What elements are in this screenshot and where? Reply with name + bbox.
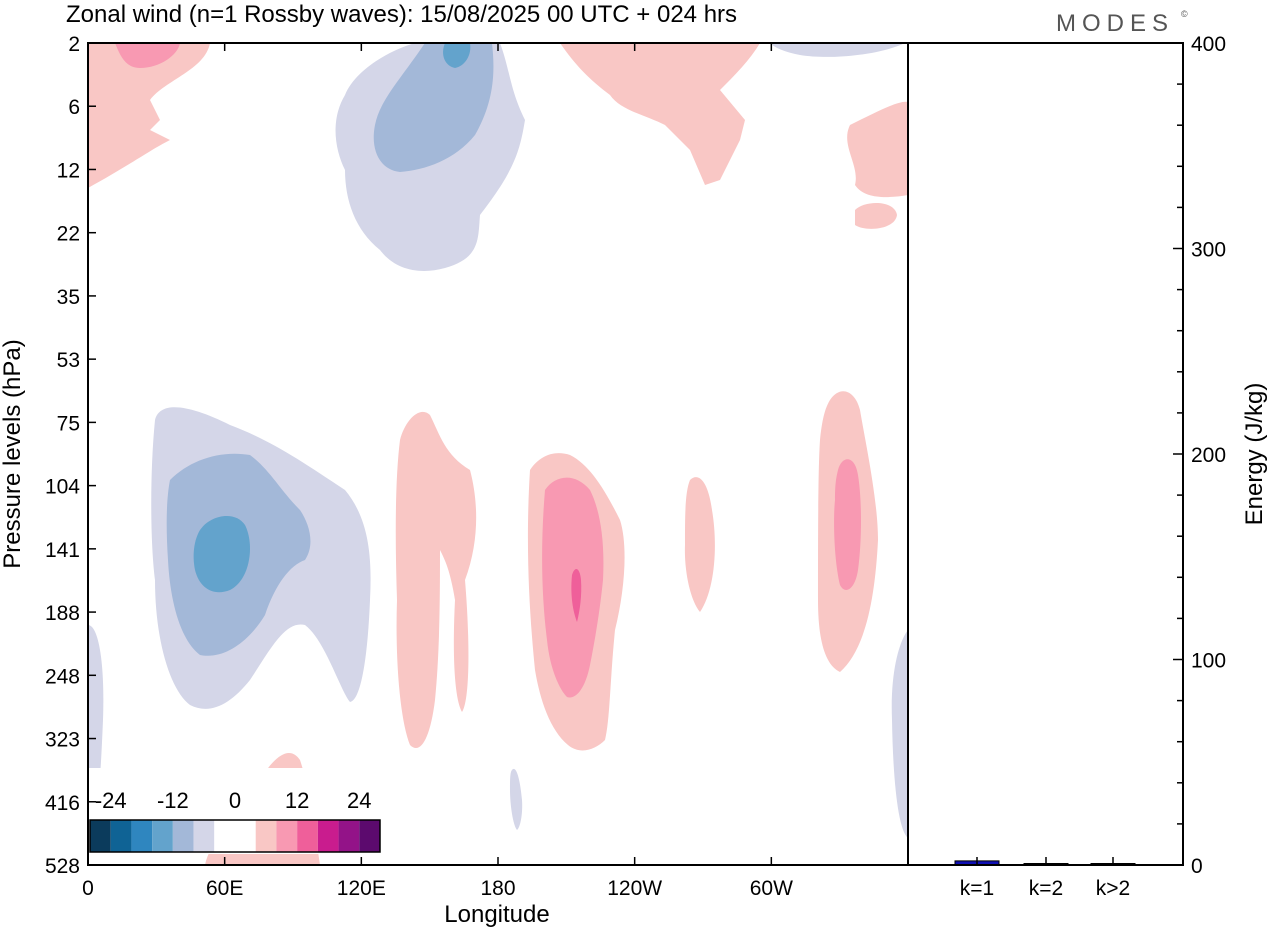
colorbar-swatch (235, 820, 256, 852)
colorbar-swatch (276, 820, 298, 852)
contour-pos-150e (395, 411, 477, 748)
y-axis: 2 6 12 22 35 53 75 104 141 188 248 323 416 528 (45, 33, 96, 878)
y-tick-label: 35 (57, 286, 80, 309)
colorbar-swatch (131, 820, 153, 852)
colorbar-label: -24 (95, 788, 127, 813)
y-tick-label: 188 (45, 602, 80, 625)
energy-x-axis: k=1 k=2 k>2 (960, 857, 1130, 900)
contour-pos-upper-right (560, 43, 760, 185)
contour-pos-far-right-small (855, 203, 897, 229)
contour-pos-far-right-top (847, 101, 908, 198)
x-tick-label: 180 (480, 877, 515, 900)
y-tick-label: 528 (45, 855, 80, 878)
contour-neg-small-185 (510, 768, 523, 830)
y-tick-label: 2 (68, 33, 80, 56)
contour-pos-240 (684, 477, 715, 612)
colorbar-label: 12 (285, 788, 309, 813)
energy-tick-label: 400 (1191, 33, 1226, 56)
colorbar-swatch (317, 820, 339, 852)
contour-pos-upper-left-core (115, 43, 180, 68)
contour-pos-330-core (834, 459, 861, 590)
y-tick-label: 141 (45, 539, 80, 562)
colorbar-swatch (172, 820, 194, 852)
y-tick-label: 75 (57, 412, 80, 435)
y-tick-label: 248 (45, 665, 80, 688)
y-tick-label: 323 (45, 729, 80, 752)
energy-category-label: k>2 (1096, 877, 1130, 900)
colorbar-swatch (214, 820, 235, 852)
colorbar-label: 0 (229, 788, 241, 813)
contour-pos-200-core (571, 568, 582, 622)
x-tick-label: 60E (206, 877, 243, 900)
y-tick-label: 6 (68, 96, 80, 119)
contour-pos-upper-left (88, 43, 210, 188)
x-tick-label: 60W (750, 877, 793, 900)
energy-tick-label: 300 (1191, 239, 1226, 262)
colorbar-swatch (152, 820, 173, 852)
brand-mark: © (1181, 9, 1188, 19)
energy-category-label: k=1 (960, 877, 994, 900)
x-axis: 0 60E 120E 180 120W 60W (82, 43, 793, 900)
energy-y-axis: 0 100 200 300 400 (1173, 33, 1226, 878)
contour-neg-right-edge (891, 630, 908, 838)
colorbar-label: -12 (157, 788, 189, 813)
colorbar: -24 -12 0 12 24 (88, 768, 382, 854)
contour-neg-lower-left-core (193, 515, 250, 593)
y-tick-label: 22 (57, 223, 80, 246)
energy-tick-label: 0 (1191, 855, 1203, 878)
energy-category-label: k=2 (1029, 877, 1063, 900)
brand-logo: MODES (1056, 10, 1174, 37)
energy-tick-label: 200 (1191, 444, 1226, 467)
colorbar-label: 24 (347, 788, 371, 813)
colorbar-frame (89, 819, 381, 853)
chart-title: Zonal wind (n=1 Rossby waves): 15/08/202… (66, 1, 737, 28)
energy-frame (907, 42, 1184, 866)
y-tick-label: 12 (57, 159, 80, 182)
contour-neg-upper-core (443, 43, 471, 68)
y-tick-label: 53 (57, 349, 80, 372)
contour-field (88, 43, 908, 865)
colorbar-swatch (193, 820, 215, 852)
energy-tick-label: 100 (1191, 650, 1226, 673)
energy-axis-label: Energy (J/kg) (1241, 383, 1268, 526)
contour-neg-top-right (770, 43, 905, 57)
contour-neg-upper-mid (373, 43, 494, 172)
y-tick-label: 104 (45, 476, 80, 499)
y-axis-label: Pressure levels (hPa) (0, 339, 26, 568)
colorbar-swatch (255, 820, 277, 852)
colorbar-swatch (359, 820, 380, 852)
colorbar-swatch (338, 820, 360, 852)
y-tick-label: 416 (45, 792, 80, 815)
x-tick-label: 0 (82, 877, 94, 900)
x-tick-label: 120E (337, 877, 386, 900)
colorbar-swatch (297, 820, 318, 852)
colorbar-swatch (90, 820, 111, 852)
x-axis-label: Longitude (444, 901, 549, 928)
x-tick-label: 120W (607, 877, 662, 900)
colorbar-swatch (110, 820, 132, 852)
